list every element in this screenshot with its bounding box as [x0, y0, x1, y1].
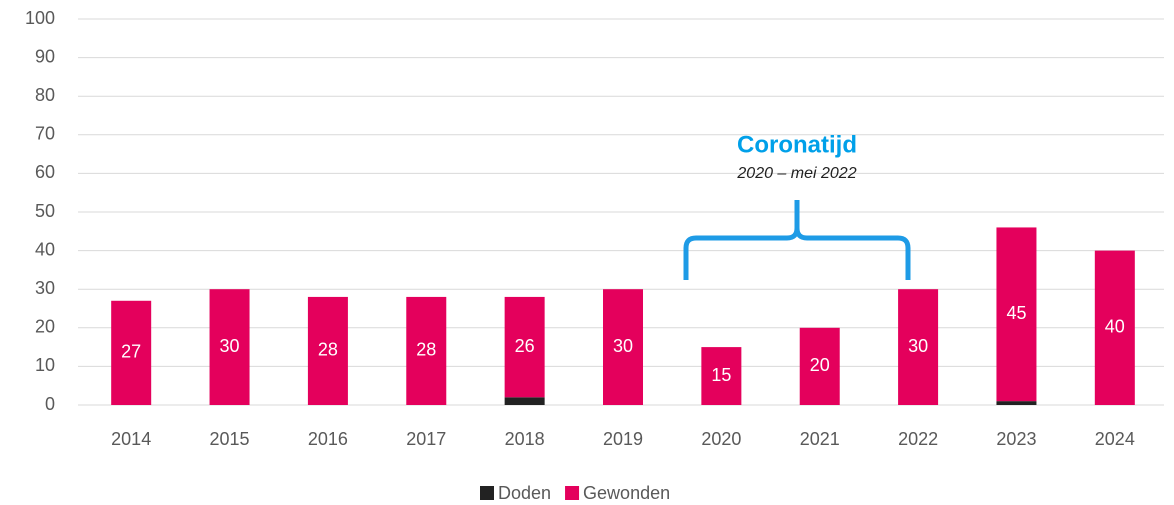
- bar-segment: [504, 397, 545, 405]
- x-tick-label: 2016: [308, 429, 348, 449]
- y-tick-label: 70: [35, 124, 55, 144]
- y-tick-label: 80: [35, 85, 55, 105]
- value-label: 27: [121, 342, 141, 362]
- annotation-title: Coronatijd: [737, 131, 857, 158]
- legend-swatch: [565, 486, 580, 500]
- bar-segment: [799, 327, 840, 405]
- value-label: 26: [515, 336, 535, 356]
- bar-segment: [1094, 250, 1135, 405]
- value-label: 28: [416, 340, 436, 360]
- y-tick-label: 100: [25, 8, 55, 28]
- y-tick-label: 40: [35, 239, 55, 259]
- bar-segment: [898, 289, 939, 405]
- bar-segment: [701, 347, 742, 405]
- annotation-subtitle: 2020 – mei 2022: [736, 165, 856, 182]
- bar-segment: [996, 227, 1037, 402]
- x-tick-label: 2015: [210, 429, 250, 449]
- bar-segment: [603, 289, 643, 405]
- value-label: 20: [810, 355, 830, 375]
- bar-segment: [504, 296, 545, 398]
- x-tick-label: 2019: [603, 429, 643, 449]
- x-tick-label: 2021: [800, 429, 840, 449]
- bar-segment: [307, 296, 348, 405]
- y-tick-label: 90: [35, 46, 55, 66]
- x-tick-label: 2023: [996, 429, 1036, 449]
- value-label: 30: [220, 336, 240, 356]
- y-tick-label: 10: [35, 355, 55, 375]
- legend-label: Doden: [498, 483, 551, 503]
- x-tick-label: 2020: [701, 429, 741, 449]
- brace: [683, 200, 911, 280]
- legend-swatch: [480, 486, 494, 500]
- value-label: 45: [1006, 303, 1026, 323]
- value-label: 15: [711, 365, 731, 385]
- x-tick-label: 2017: [406, 429, 446, 449]
- y-tick-label: 20: [35, 317, 55, 337]
- bar-segment: [406, 296, 447, 405]
- value-label: 28: [318, 340, 338, 360]
- value-label: 30: [613, 336, 633, 356]
- bar-segment: [209, 289, 250, 405]
- y-tick-label: 30: [35, 278, 55, 298]
- x-tick-label: 2014: [111, 429, 151, 449]
- bar-segment: [996, 401, 1037, 405]
- value-label: 40: [1105, 317, 1125, 337]
- value-label: 30: [908, 336, 928, 356]
- y-tick-label: 50: [35, 201, 55, 221]
- x-tick-label: 2022: [898, 429, 938, 449]
- bar-segment: [111, 300, 152, 405]
- x-tick-label: 2024: [1095, 429, 1135, 449]
- x-tick-label: 2018: [505, 429, 545, 449]
- y-tick-label: 0: [45, 394, 55, 414]
- legend-label: Gewonden: [583, 483, 670, 503]
- y-tick-label: 60: [35, 162, 55, 182]
